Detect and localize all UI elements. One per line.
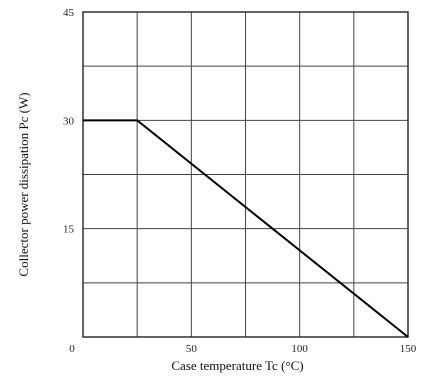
y-tick-label: 30 xyxy=(63,115,75,127)
plot-frame xyxy=(82,11,409,338)
power-derating-line xyxy=(83,119,409,338)
tick-labels: 0 50 100 150 15 30 45 xyxy=(63,7,417,355)
x-tick-label: 150 xyxy=(400,343,417,355)
y-tick-label: 45 xyxy=(63,7,75,19)
x-axis-label: Case temperature Tc (°C) xyxy=(171,358,303,373)
x-tick-label: 100 xyxy=(291,343,308,355)
y-axis-label: Collector power dissipation Pc (W) xyxy=(16,92,31,276)
y-tick-label: 15 xyxy=(63,224,75,236)
x-tick-label: 50 xyxy=(186,343,198,355)
x-tick-label: 0 xyxy=(69,343,75,355)
grid-layer xyxy=(82,11,409,338)
